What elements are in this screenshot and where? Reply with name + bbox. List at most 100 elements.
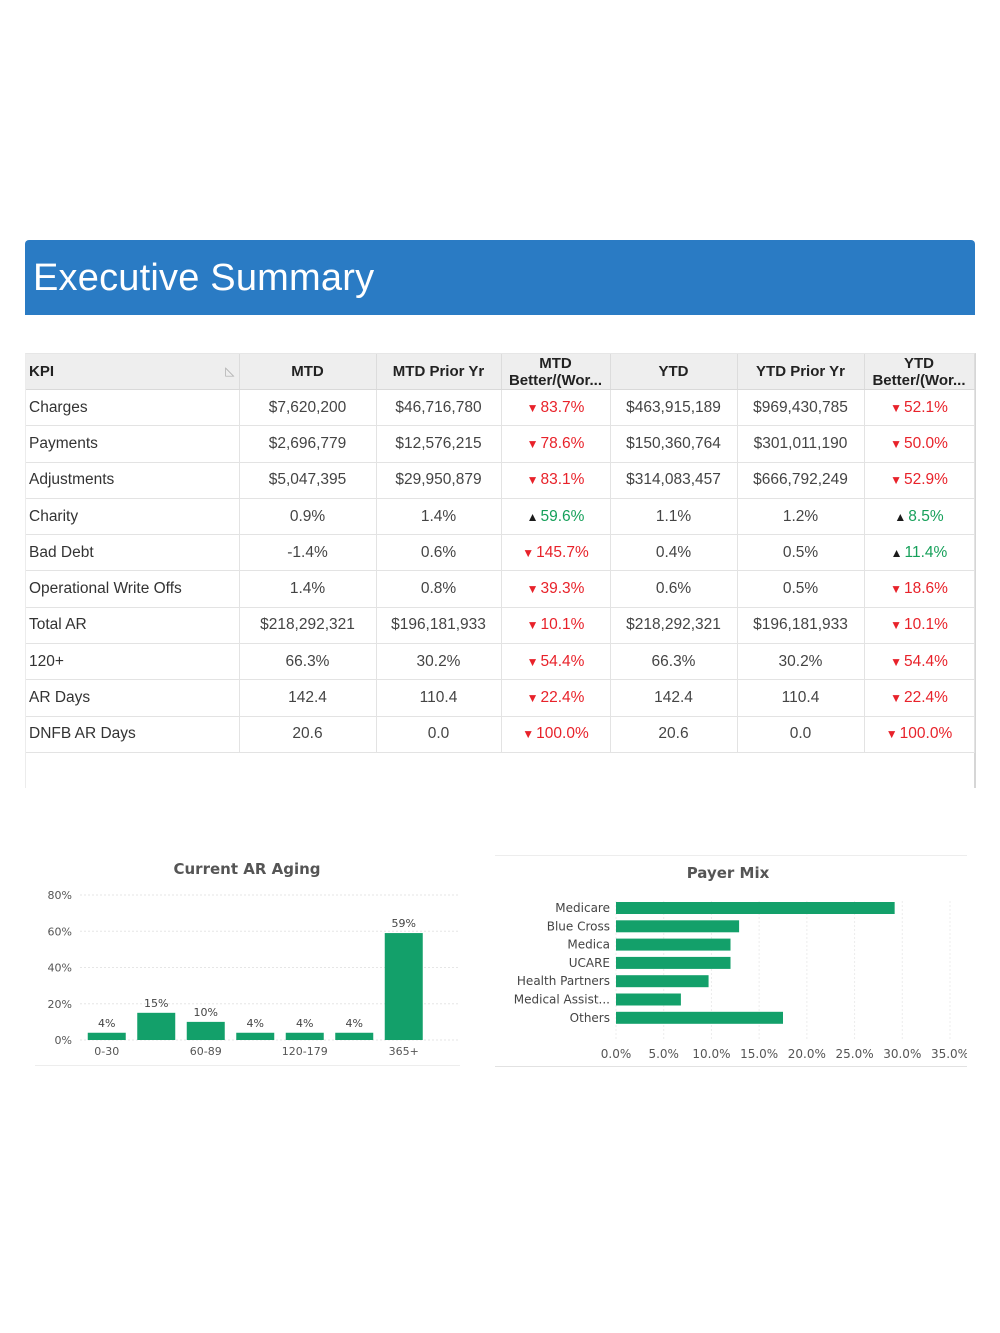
up-triangle-icon: ▲ bbox=[526, 509, 539, 524]
variance-cell: ▼ 39.3% bbox=[501, 570, 611, 608]
column-header-mtd-prior-yr[interactable]: MTD Prior Yr bbox=[376, 354, 502, 390]
bar bbox=[137, 1012, 176, 1040]
variance-cell: ▼ 18.6% bbox=[864, 570, 975, 608]
x-tick-label: 365+ bbox=[389, 1045, 419, 1058]
ar-aging-chart-svg: Current AR Aging 0% 20% 40% 60% 80% 4% 15% 10% 4%… bbox=[48, 860, 460, 1058]
value-cell: $7,620,200 bbox=[239, 389, 377, 427]
page-title: Executive Summary bbox=[33, 257, 375, 299]
bar bbox=[616, 938, 731, 951]
value-cell: 1.4% bbox=[239, 570, 377, 608]
variance-cell: ▼ 100.0% bbox=[864, 716, 975, 753]
variance-cell: ▼ 54.4% bbox=[501, 643, 611, 681]
table-row[interactable]: Total AR $218,292,321 $196,181,933 ▼ 10.1% $2… bbox=[26, 607, 975, 645]
bar bbox=[616, 920, 740, 933]
y-category-label: Medica bbox=[567, 938, 610, 952]
chart-title: Current AR Aging bbox=[173, 860, 320, 878]
bar bbox=[87, 1032, 126, 1040]
table-row[interactable]: Payments $2,696,779 $12,576,215 ▼ 78.6% $150,… bbox=[26, 425, 975, 463]
x-tick-label: 20.0% bbox=[788, 1047, 826, 1061]
table-row[interactable]: DNFB AR Days 20.6 0.0 ▼ 100.0% 20.6 0.0 ▼ 100.0% bbox=[26, 716, 975, 753]
value-cell: $301,011,190 bbox=[737, 425, 865, 463]
variance-value: 145.7% bbox=[536, 543, 589, 561]
value-cell: $218,292,321 bbox=[610, 607, 738, 645]
down-triangle-icon: ▼ bbox=[526, 618, 539, 633]
kpi-name-cell: Adjustments bbox=[26, 462, 240, 499]
column-header-ytd-prior-yr[interactable]: YTD Prior Yr bbox=[737, 354, 865, 390]
column-header-kpi[interactable]: KPI ◺ bbox=[26, 354, 240, 390]
data-label: 10% bbox=[194, 1006, 218, 1019]
x-tick-label: 60-89 bbox=[190, 1045, 222, 1058]
down-triangle-icon: ▼ bbox=[890, 400, 902, 415]
down-triangle-icon: ▼ bbox=[526, 473, 539, 488]
variance-cell: ▼ 10.1% bbox=[501, 607, 611, 645]
kpi-name-cell: Total AR bbox=[26, 607, 240, 645]
variance-value: 59.6% bbox=[540, 507, 585, 525]
bar bbox=[285, 1032, 324, 1040]
bar bbox=[616, 1011, 783, 1024]
variance-value: 22.4% bbox=[903, 689, 948, 707]
value-cell: 0.0 bbox=[376, 716, 502, 753]
payer-mix-chart-svg: Payer Mix 0.0% 5.0% 10.0% 15.0% 20.0% 25.0% 30.… bbox=[514, 864, 969, 1061]
variance-cell: ▼ 52.1% bbox=[864, 389, 975, 427]
down-triangle-icon: ▼ bbox=[522, 727, 535, 742]
table-row[interactable]: AR Days 142.4 110.4 ▼ 22.4% 142.4 110.4 ▼ 22.4% bbox=[26, 679, 975, 717]
bar bbox=[186, 1021, 225, 1040]
value-cell: $29,950,879 bbox=[376, 462, 502, 499]
value-cell: 1.1% bbox=[610, 498, 738, 536]
value-cell: 66.3% bbox=[239, 643, 377, 681]
data-label: 4% bbox=[296, 1017, 313, 1030]
bar bbox=[616, 993, 681, 1006]
y-tick-label: 60% bbox=[48, 925, 72, 938]
x-tick-label: 5.0% bbox=[648, 1047, 679, 1061]
value-cell: -1.4% bbox=[239, 534, 377, 572]
variance-cell: ▲ 59.6% bbox=[501, 498, 611, 536]
value-cell: 110.4 bbox=[737, 679, 865, 717]
table-row[interactable]: 120+ 66.3% 30.2% ▼ 54.4% 66.3% 30.2% ▼ 54.4% bbox=[26, 643, 975, 681]
down-triangle-icon: ▼ bbox=[890, 582, 902, 597]
down-triangle-icon: ▼ bbox=[890, 654, 902, 669]
value-cell: 0.4% bbox=[610, 534, 738, 572]
sort-icon[interactable]: ◺ bbox=[225, 364, 235, 378]
variance-value: 11.4% bbox=[904, 543, 948, 561]
down-triangle-icon: ▼ bbox=[890, 436, 902, 451]
table-row[interactable]: Charity 0.9% 1.4% ▲ 59.6% 1.1% 1.2% ▲ 8.5% bbox=[26, 498, 975, 536]
column-header-mtd[interactable]: MTD bbox=[239, 354, 377, 390]
variance-cell: ▼ 78.6% bbox=[501, 425, 611, 463]
table-row[interactable]: Operational Write Offs 1.4% 0.8% ▼ 39.3% 0.6%… bbox=[26, 570, 975, 608]
y-tick-label: 80% bbox=[48, 889, 72, 902]
variance-value: 10.1% bbox=[540, 616, 585, 634]
table-row[interactable]: Charges $7,620,200 $46,716,780 ▼ 83.7% $463,9… bbox=[26, 389, 975, 427]
value-cell: 1.2% bbox=[737, 498, 865, 536]
variance-value: 8.5% bbox=[908, 507, 944, 525]
down-triangle-icon: ▼ bbox=[890, 618, 902, 633]
kpi-name-cell: Operational Write Offs bbox=[26, 570, 240, 608]
bar bbox=[384, 933, 423, 1040]
down-triangle-icon: ▼ bbox=[890, 473, 902, 488]
variance-cell: ▼ 54.4% bbox=[864, 643, 975, 681]
variance-value: 100.0% bbox=[899, 725, 953, 743]
variance-cell: ▼ 100.0% bbox=[501, 716, 611, 753]
value-cell: $196,181,933 bbox=[376, 607, 502, 645]
y-tick-label: 0% bbox=[55, 1034, 72, 1047]
up-triangle-icon: ▲ bbox=[894, 509, 907, 524]
bar bbox=[616, 975, 709, 988]
y-category-label: Others bbox=[570, 1011, 610, 1025]
value-cell: $150,360,764 bbox=[610, 425, 738, 463]
x-tick-label: 0.0% bbox=[601, 1047, 632, 1061]
value-cell: $314,083,457 bbox=[610, 462, 738, 499]
variance-cell: ▼ 22.4% bbox=[864, 679, 975, 717]
variance-value: 83.7% bbox=[540, 398, 585, 416]
data-label: 4% bbox=[247, 1017, 264, 1030]
column-header-ytd-better-worse[interactable]: YTD Better/(Wor... bbox=[864, 354, 975, 390]
x-tick-label: 35.0% bbox=[931, 1047, 967, 1061]
variance-cell: ▲ 11.4% bbox=[864, 534, 975, 572]
column-header-ytd[interactable]: YTD bbox=[610, 354, 738, 390]
variance-value: 22.4% bbox=[540, 689, 585, 707]
value-cell: $46,716,780 bbox=[376, 389, 502, 427]
table-row[interactable]: Adjustments $5,047,395 $29,950,879 ▼ 83.1% $3… bbox=[26, 462, 975, 499]
value-cell: $12,576,215 bbox=[376, 425, 502, 463]
table-row[interactable]: Bad Debt -1.4% 0.6% ▼ 145.7% 0.4% 0.5% ▲ 11.4% bbox=[26, 534, 975, 572]
column-header-mtd-better-worse[interactable]: MTD Better/(Wor... bbox=[501, 354, 611, 390]
variance-value: 54.4% bbox=[540, 652, 585, 670]
value-cell: 0.6% bbox=[610, 570, 738, 608]
